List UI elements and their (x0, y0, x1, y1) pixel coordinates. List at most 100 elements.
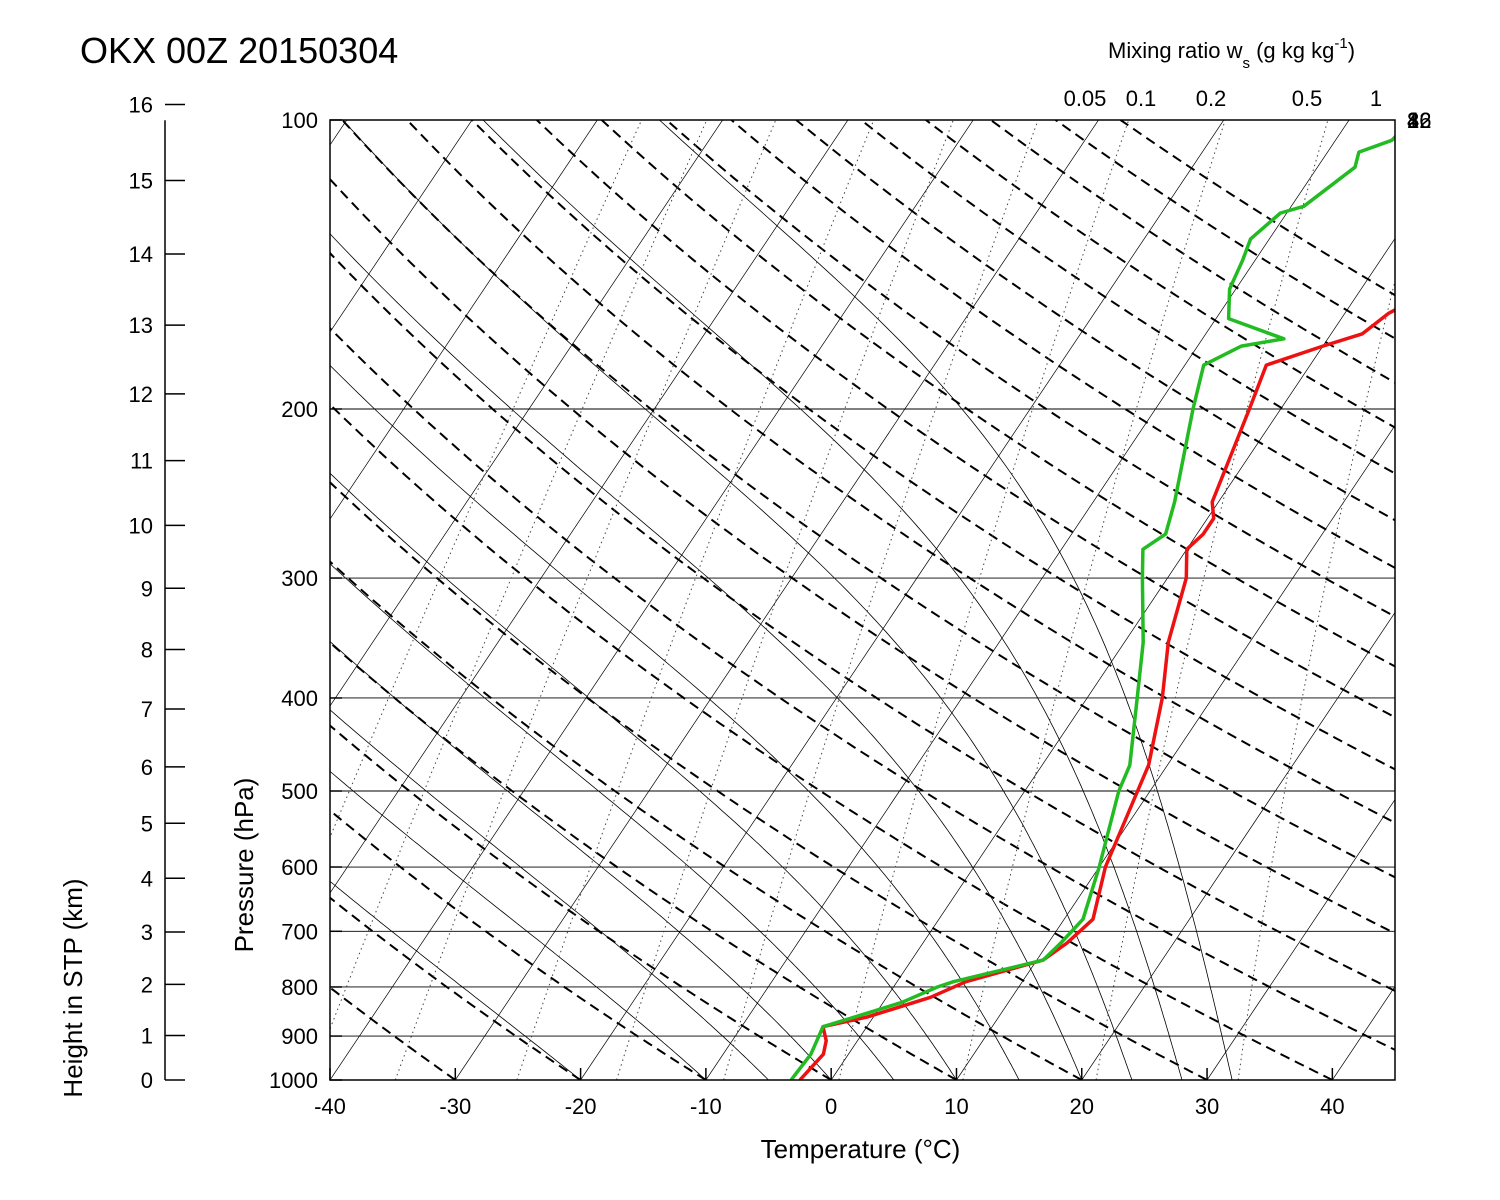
height-tick-label: 4 (141, 866, 153, 891)
isotherm-line (705, 120, 1350, 1080)
height-tick-label: 15 (129, 169, 153, 194)
pressure-tick-label: 100 (281, 108, 318, 133)
height-tick-label: 10 (129, 513, 153, 538)
height-tick-label: 2 (141, 972, 153, 997)
x-tick-label: -30 (439, 1094, 471, 1119)
plot-frame (329, 119, 1396, 1081)
pressure-tick-label: 300 (281, 566, 318, 591)
moist-adiabat-line (330, 770, 707, 1080)
sounding-profiles (789, 134, 1395, 1080)
mixing-ratio-line (962, 120, 1226, 1080)
mixing-ratio-top-label: 0.2 (1196, 86, 1227, 111)
mixing-ratio-title: Mixing ratio ws (g kg kg-1) (1108, 35, 1355, 72)
x-tick-label: 40 (1320, 1094, 1344, 1119)
moist-adiabat-line (330, 880, 581, 1080)
background-lines (330, 120, 1500, 1080)
dewpoint-profile-line (789, 134, 1395, 1080)
mixing-ratio-side-label: 4 (1407, 108, 1419, 133)
isotherm-line (330, 120, 473, 333)
isotherm-line (580, 120, 1225, 1080)
moist-adiabat-line (330, 472, 957, 1080)
height-axis-label: Height in STP (km) (58, 878, 88, 1097)
dry-adiabat-line (406, 120, 1395, 824)
dry-adiabat-line (330, 986, 456, 1080)
moist-adiabat-line (659, 120, 1233, 1080)
dry-adiabat-line (925, 120, 1395, 429)
height-tick-label: 5 (141, 811, 153, 836)
mixing-ratio-top-label: 0.1 (1126, 86, 1157, 111)
dry-adiabat-line (330, 177, 1395, 935)
x-tick-label: 30 (1195, 1094, 1219, 1119)
mixing-ratio-side-label: 16 (1407, 108, 1431, 133)
mixing-ratio-side-label: 8 (1407, 108, 1419, 133)
dry-adiabat-line (330, 641, 957, 1080)
isotherm-line (330, 120, 849, 894)
pressure-tick-label: 700 (281, 919, 318, 944)
dry-adiabat-line (665, 120, 1395, 618)
dry-adiabat-line (330, 251, 1395, 992)
x-tick-label: 20 (1070, 1094, 1094, 1119)
isotherm-line (1458, 120, 1500, 1080)
isotherm-line (330, 120, 974, 1080)
moist-adiabat-line (330, 364, 1020, 1080)
dry-adiabat-line (730, 120, 1395, 570)
chart-title: OKX 00Z 20150304 (80, 30, 399, 71)
dry-adiabat-line (330, 560, 1083, 1080)
height-tick-label: 14 (129, 242, 153, 267)
height-tick-label: 16 (129, 93, 153, 118)
x-tick-label: -10 (690, 1094, 722, 1119)
mixing-ratio-line (1095, 120, 1329, 1080)
x-tick-label: 10 (944, 1094, 968, 1119)
isotherm-line (1206, 798, 1395, 1080)
pressure-tick-label: 500 (281, 779, 318, 804)
pressure-tick-label: 800 (281, 975, 318, 1000)
dry-adiabat-line (330, 403, 1333, 1080)
height-tick-label: 6 (141, 755, 153, 780)
mixing-ratio-line (723, 120, 1039, 1080)
moist-adiabat-line (330, 641, 832, 1080)
moist-adiabat-line (330, 233, 1083, 1080)
height-tick-label: 9 (141, 576, 153, 601)
x-tick-label: 0 (825, 1094, 837, 1119)
dry-adiabat-line (1119, 120, 1395, 297)
mixing-ratio-side-label: 2 (1407, 108, 1419, 133)
moist-adiabat-line (330, 563, 895, 1080)
mixing-ratio-line (838, 120, 1130, 1080)
height-tick-label: 3 (141, 920, 153, 945)
x-tick-label: -20 (565, 1094, 597, 1119)
pressure-tick-label: 200 (281, 397, 318, 422)
height-tick-label: 7 (141, 697, 153, 722)
height-tick-label: 13 (129, 313, 153, 338)
dry-adiabat-line (330, 724, 832, 1080)
dry-adiabat-line (330, 480, 1208, 1080)
mixing-ratio-line (516, 120, 875, 1080)
isotherm-line (1081, 611, 1395, 1080)
pressure-tick-label: 900 (281, 1024, 318, 1049)
dry-adiabat-line (601, 120, 1395, 668)
mixing-ratio-line (1237, 278, 1395, 1080)
dry-adiabat-line (330, 809, 707, 1080)
x-axis-label: Temperature (°C) (761, 1134, 961, 1164)
mixing-ratio-top-label: 0.05 (1064, 86, 1107, 111)
dry-adiabat-line (330, 896, 582, 1080)
mixing-ratio-line (394, 120, 777, 1080)
mixing-ratio-top-label: 0.5 (1292, 86, 1323, 111)
dry-adiabat-line (330, 326, 1395, 1051)
mixing-ratio-line (616, 120, 954, 1080)
pressure-tick-label: 1000 (269, 1068, 318, 1093)
mixing-ratio-top-label: 1 (1370, 86, 1382, 111)
moist-adiabat-line (330, 709, 769, 1080)
dry-adiabat-line (341, 120, 1395, 879)
moist-adiabat-line (342, 120, 1133, 1080)
isotherm-line (330, 120, 723, 707)
moist-adiabat-line (482, 120, 1183, 1080)
isotherm-line (1332, 985, 1395, 1080)
height-tick-label: 1 (141, 1023, 153, 1048)
dry-adiabat-line (471, 120, 1395, 771)
pressure-axis-label: Pressure (hPa) (229, 778, 259, 953)
height-tick-label: 0 (141, 1068, 153, 1093)
pressure-tick-label: 600 (281, 855, 318, 880)
height-tick-label: 8 (141, 637, 153, 662)
